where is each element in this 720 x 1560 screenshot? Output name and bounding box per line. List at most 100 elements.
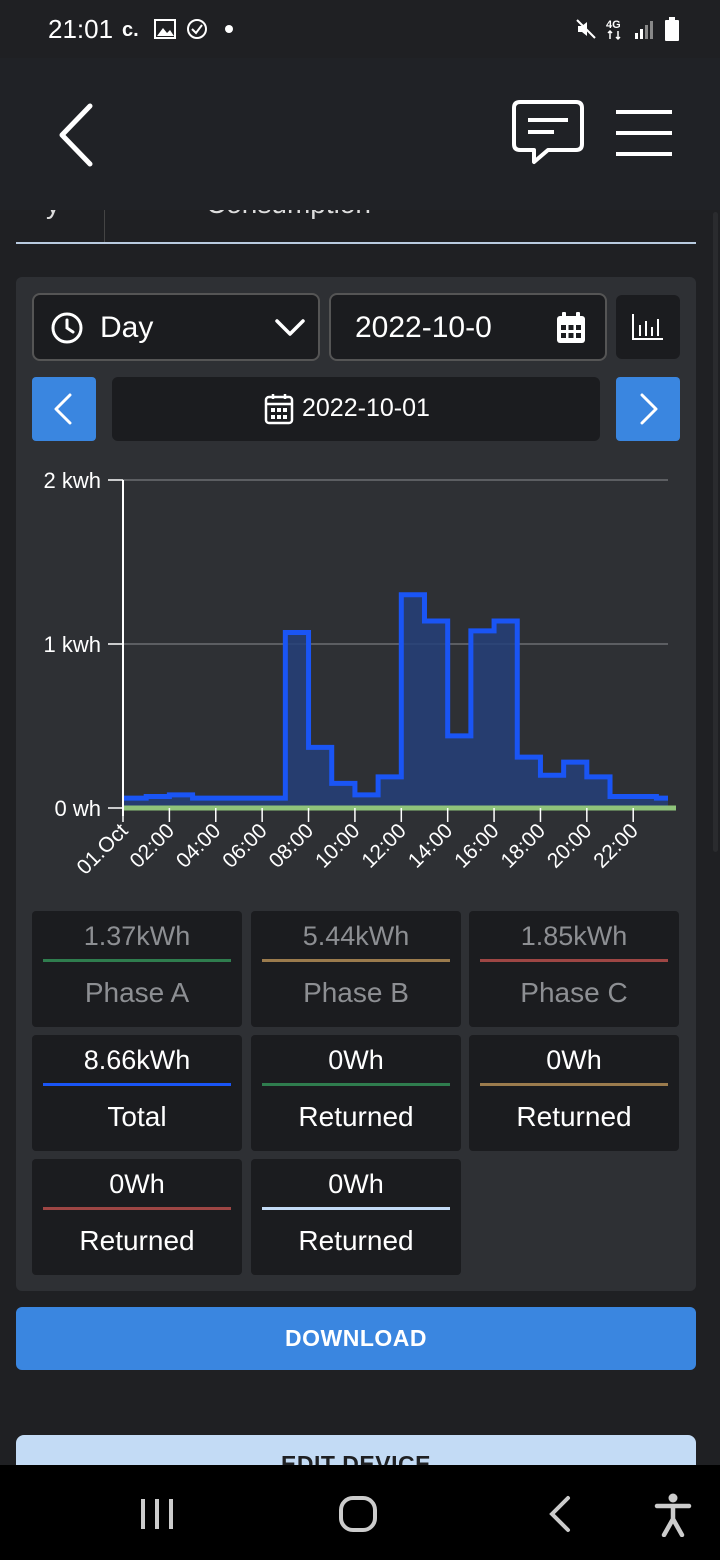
chart-type-button[interactable]: [616, 295, 680, 359]
tab-previous[interactable]: y: [46, 210, 60, 220]
consumption-chart[interactable]: 0 wh 1 kwh 2 kwh 01.Oct02:0004:0006:0008:0…: [16, 457, 696, 897]
system-nav-bar: [0, 1465, 720, 1560]
stat-color-line: [262, 1083, 450, 1086]
x-tick-label: 08:00: [265, 819, 318, 872]
system-icons: 4G: [574, 16, 680, 42]
stat-value: 0Wh: [109, 1169, 165, 1199]
chart-area: [123, 592, 676, 811]
stat-color-line: [262, 1207, 450, 1210]
x-tick-label: 04:00: [172, 819, 225, 872]
y-axis-labels: 0 wh 1 kwh 2 kwh: [44, 468, 101, 821]
stat-tile[interactable]: 0Wh Returned: [251, 1035, 461, 1151]
x-tick-label: 16:00: [450, 819, 503, 872]
next-day-button[interactable]: [616, 377, 680, 441]
stat-color-line: [262, 959, 450, 962]
stat-color-line: [43, 1083, 231, 1086]
signal-icon: [635, 21, 653, 39]
battery-icon: [665, 17, 679, 41]
chevron-left-icon: [59, 103, 93, 167]
svg-text:c.: c.: [122, 19, 139, 40]
tab-strip: y Consumption: [16, 210, 696, 244]
y-tick-label: 1 kwh: [44, 632, 101, 657]
stat-value: 5.44kWh: [302, 921, 410, 951]
stat-value: 1.37kWh: [83, 921, 191, 951]
back-nav-icon[interactable]: [544, 1495, 574, 1533]
stat-value: 1.85kWh: [520, 921, 628, 951]
current-date-label: 2022-10-01: [302, 394, 430, 422]
notification-icons: c.: [122, 18, 240, 40]
date-input[interactable]: 2022-10-0: [329, 293, 607, 361]
stat-color-line: [43, 959, 231, 962]
stat-tile[interactable]: 0Wh Returned: [251, 1159, 461, 1275]
tab-consumption[interactable]: Consumption: [206, 210, 371, 220]
edit-device-button[interactable]: EDIT DEVICE: [16, 1435, 696, 1465]
dot-icon: [225, 25, 233, 33]
app-notification-icon: c.: [122, 19, 139, 40]
chart-grid: [123, 479, 668, 645]
x-tick-label: 06:00: [218, 819, 271, 872]
stat-label: Phase B: [303, 977, 409, 1008]
network-4g-icon: 4G: [606, 19, 621, 41]
back-button[interactable]: [50, 100, 110, 170]
current-date-display[interactable]: 2022-10-01: [112, 377, 600, 441]
stat-label: Phase A: [84, 977, 190, 1008]
x-tick-label: 12:00: [357, 819, 410, 872]
bar-chart-icon: [632, 314, 663, 340]
x-tick-label: 22:00: [589, 819, 642, 872]
stat-tile[interactable]: 0Wh Returned: [32, 1159, 242, 1275]
clock-icon: [51, 312, 83, 344]
accessibility-icon[interactable]: [654, 1493, 692, 1537]
scrollbar[interactable]: [713, 212, 718, 852]
stat-tile[interactable]: 1.37kWh Phase A: [32, 911, 242, 1027]
menu-button[interactable]: [610, 106, 676, 162]
consumption-card: Day 2022-10-0 2022-10-01 0 wh 1 kwh 2 kwh …: [16, 277, 696, 1291]
hamburger-icon: [616, 110, 672, 156]
x-tick-label: 02:00: [125, 819, 178, 872]
chevron-left-icon: [54, 393, 72, 425]
stat-label: Returned: [298, 1225, 414, 1256]
feedback-button[interactable]: [508, 98, 588, 172]
download-button[interactable]: DOWNLOAD: [16, 1307, 696, 1370]
check-circle-icon: [187, 19, 207, 39]
calendar-icon: [264, 394, 294, 425]
stat-value: 8.66kWh: [83, 1045, 191, 1075]
chat-icon: [512, 100, 584, 164]
gallery-icon: [154, 19, 176, 39]
period-select[interactable]: Day: [32, 293, 320, 361]
network-type: 4G: [606, 19, 621, 31]
date-input-value: 2022-10-0: [355, 311, 492, 344]
period-value: Day: [100, 311, 154, 344]
stat-label: Returned: [79, 1225, 195, 1256]
x-tick-label: 20:00: [543, 819, 596, 872]
stat-label: Phase C: [520, 977, 628, 1008]
y-tick-label: 0 wh: [55, 796, 101, 821]
stat-value: 0Wh: [546, 1045, 602, 1075]
stat-color-line: [43, 1207, 231, 1210]
stat-color-line: [480, 959, 668, 962]
stat-value: 0Wh: [328, 1045, 384, 1075]
recent-apps-icon[interactable]: [138, 1497, 176, 1531]
tab-divider: [104, 210, 105, 242]
y-tick-label: 2 kwh: [44, 468, 101, 493]
app-bar: [0, 58, 720, 210]
stat-tile[interactable]: 0Wh Returned: [469, 1035, 679, 1151]
stat-color-line: [480, 1083, 668, 1086]
stat-tile[interactable]: 8.66kWh Total: [32, 1035, 242, 1151]
stat-tile[interactable]: 1.85kWh Phase C: [469, 911, 679, 1027]
chevron-right-icon: [640, 393, 658, 425]
edit-device-label: EDIT DEVICE: [281, 1451, 431, 1465]
stat-label: Returned: [516, 1101, 632, 1132]
previous-day-button[interactable]: [32, 377, 96, 441]
series-total-line: [123, 592, 668, 801]
stat-tile[interactable]: 5.44kWh Phase B: [251, 911, 461, 1027]
stat-label: Returned: [298, 1101, 414, 1132]
calendar-icon: [557, 312, 585, 343]
chevron-down-icon: [275, 319, 305, 336]
home-icon[interactable]: [338, 1495, 378, 1533]
mute-icon: [576, 19, 596, 39]
x-tick-label: 01.Oct: [73, 819, 133, 879]
x-tick-label: 14:00: [404, 819, 457, 872]
status-time: 21:01: [48, 14, 114, 44]
status-bar: 21:01 c. 4G: [0, 0, 720, 58]
x-tick-label: 10:00: [311, 819, 364, 872]
